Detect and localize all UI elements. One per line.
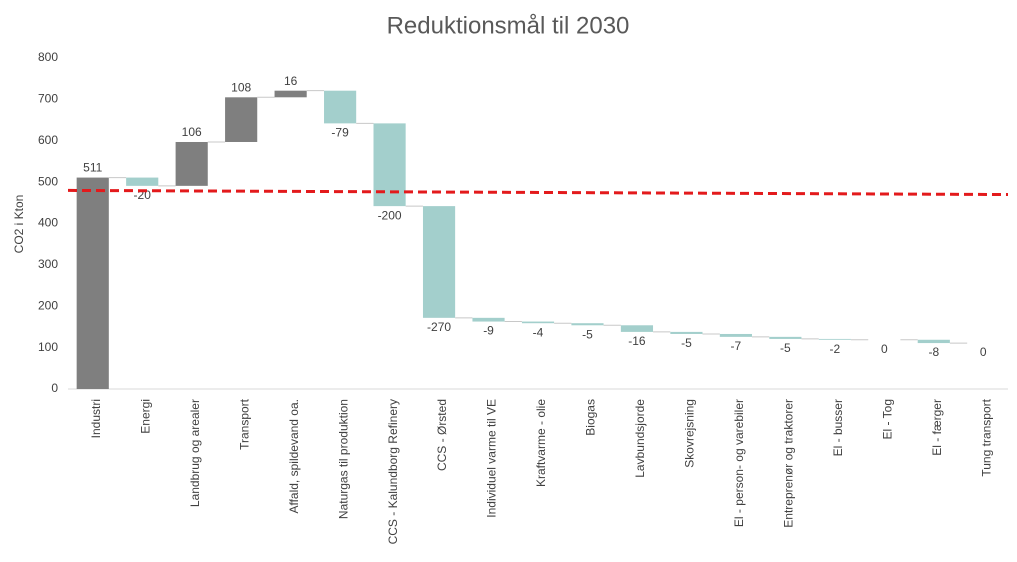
bar xyxy=(225,97,258,142)
chart-title: Reduktionsmål til 2030 xyxy=(387,12,630,39)
data-label: 16 xyxy=(284,74,298,88)
bar xyxy=(274,90,307,98)
x-tick-label: Lavbundsjorde xyxy=(633,399,647,478)
x-tick-label: Energi xyxy=(138,399,152,434)
y-tick-label: 200 xyxy=(38,298,58,312)
data-label: -4 xyxy=(533,325,544,339)
data-label: 511 xyxy=(83,161,102,175)
y-axis-label: CO2 i Kton xyxy=(12,195,26,254)
data-label: 106 xyxy=(182,125,202,139)
bar xyxy=(373,123,406,207)
x-tick-label: Individuel varme til VE xyxy=(485,399,499,518)
y-tick-label: 800 xyxy=(38,50,58,64)
bar xyxy=(917,339,950,344)
x-tick-label: Affald, spildevand oa. xyxy=(287,399,301,514)
x-tick-label: El - færger xyxy=(930,399,944,456)
reference-line xyxy=(67,188,1009,197)
x-tick-label: CCS - Ørsted xyxy=(435,399,449,471)
bar xyxy=(719,333,752,337)
data-label: -200 xyxy=(378,208,402,222)
x-tick-label: Kraftvarme - olie xyxy=(534,399,548,487)
x-tick-label: Biogas xyxy=(584,399,598,436)
x-tick-label: Skovrejsning xyxy=(683,399,697,468)
y-tick-label: 100 xyxy=(38,340,58,354)
data-label: -7 xyxy=(731,339,742,353)
data-label: -5 xyxy=(780,341,791,355)
y-tick-label: 0 xyxy=(51,381,58,395)
x-tick-label: Landbrug og arealer xyxy=(188,399,202,507)
x-tick-label: Transport xyxy=(237,398,251,450)
x-tick-label: El - Tog xyxy=(880,399,894,439)
bar xyxy=(324,90,357,124)
data-label: -16 xyxy=(628,334,646,348)
x-tick-label: Naturgas til produktion xyxy=(336,399,350,519)
bar xyxy=(670,331,703,334)
x-tick-label: Entreprenør og traktorer xyxy=(782,399,796,528)
data-label: 0 xyxy=(881,342,888,356)
data-label: -5 xyxy=(582,327,593,341)
bar xyxy=(175,141,208,186)
bar xyxy=(571,323,604,326)
data-label: -270 xyxy=(427,320,451,334)
data-label: -9 xyxy=(483,324,494,338)
data-label: -2 xyxy=(830,342,841,356)
y-tick-label: 600 xyxy=(38,133,58,147)
bar xyxy=(521,321,555,324)
bar xyxy=(126,177,159,186)
y-tick-label: 500 xyxy=(38,174,58,188)
x-tick-label: Tung transport xyxy=(979,398,993,476)
x-tick-label: El - busser xyxy=(831,399,845,456)
bar xyxy=(818,338,851,340)
bar xyxy=(620,325,654,332)
bar xyxy=(76,177,109,389)
y-tick-label: 300 xyxy=(38,257,58,271)
y-tick-label: 400 xyxy=(38,216,58,230)
x-tick-label: El - person- og varebiler xyxy=(732,399,746,527)
data-label: -8 xyxy=(928,345,939,359)
data-label: -5 xyxy=(681,336,692,350)
bar xyxy=(472,317,505,322)
data-label: 0 xyxy=(980,345,987,359)
x-tick-label: Industri xyxy=(89,399,103,438)
y-tick-label: 700 xyxy=(38,92,58,106)
data-label: -79 xyxy=(331,126,349,140)
bar xyxy=(769,336,802,339)
x-tick-label: CCS - Kalundborg Refinery xyxy=(386,399,400,544)
data-label: 108 xyxy=(231,80,251,94)
bar xyxy=(422,206,456,318)
